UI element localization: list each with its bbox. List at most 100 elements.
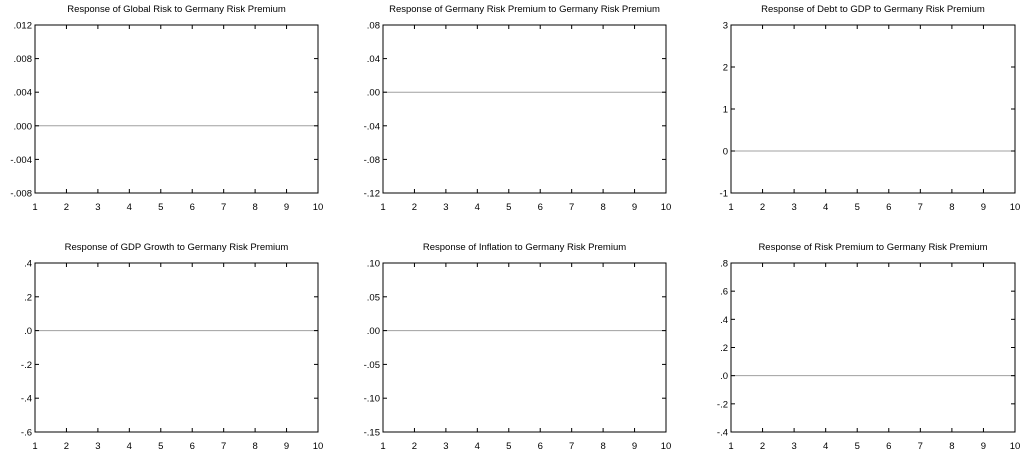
x-tick-label: 9 bbox=[284, 441, 289, 452]
x-tick-label: 9 bbox=[632, 202, 637, 213]
x-tick-label: 2 bbox=[412, 202, 417, 213]
x-tick-label: 4 bbox=[127, 202, 132, 213]
y-tick-label: -.08 bbox=[364, 155, 380, 166]
panel-title: Response of Germany Risk Premium to Germ… bbox=[389, 4, 660, 15]
x-tick-label: 7 bbox=[918, 202, 923, 213]
plot-frame bbox=[382, 262, 667, 433]
y-tick-label: 1 bbox=[723, 105, 728, 116]
panel-title: Response of Risk Premium to Germany Risk… bbox=[758, 242, 987, 253]
x-tick-label: 5 bbox=[506, 441, 511, 452]
x-tick-label: 10 bbox=[313, 441, 324, 452]
x-tick-label: 7 bbox=[569, 441, 574, 452]
x-tick-label: 8 bbox=[949, 441, 954, 452]
y-tick-label: .2 bbox=[24, 292, 32, 303]
y-tick-label: .4 bbox=[720, 315, 728, 326]
x-tick-label: 6 bbox=[886, 441, 891, 452]
y-tick-label: .05 bbox=[367, 292, 380, 303]
x-tick-label: 10 bbox=[1010, 202, 1021, 213]
x-tick-label: 4 bbox=[127, 441, 132, 452]
x-tick-label: 2 bbox=[64, 441, 69, 452]
x-tick-label: 2 bbox=[760, 441, 765, 452]
x-tick-label: 6 bbox=[886, 202, 891, 213]
y-tick-label: -.05 bbox=[364, 360, 380, 371]
x-tick-label: 3 bbox=[95, 441, 100, 452]
x-tick-label: 3 bbox=[443, 202, 448, 213]
panel-4: Response of GDP Growth to Germany Risk P… bbox=[21, 242, 323, 452]
y-tick-label: .2 bbox=[720, 343, 728, 354]
x-tick-label: 2 bbox=[412, 441, 417, 452]
x-tick-label: 8 bbox=[600, 441, 605, 452]
x-tick-label: 5 bbox=[855, 202, 860, 213]
y-tick-label: .0 bbox=[720, 371, 728, 382]
x-tick-label: 10 bbox=[313, 202, 324, 213]
x-tick-label: 4 bbox=[475, 202, 480, 213]
panel-title: Response of Global Risk to Germany Risk … bbox=[67, 4, 286, 15]
y-tick-label: -.004 bbox=[10, 155, 32, 166]
x-tick-label: 10 bbox=[661, 202, 672, 213]
x-tick-label: 9 bbox=[981, 202, 986, 213]
y-tick-label: -.15 bbox=[364, 428, 380, 439]
y-tick-label: .08 bbox=[367, 21, 380, 32]
x-tick-label: 2 bbox=[64, 202, 69, 213]
x-tick-label: 1 bbox=[728, 202, 733, 213]
y-tick-label: .8 bbox=[720, 259, 728, 270]
y-tick-label: .004 bbox=[14, 88, 33, 99]
x-tick-label: 1 bbox=[32, 441, 37, 452]
panel-title: Response of Debt to GDP to Germany Risk … bbox=[761, 4, 985, 15]
panel-1: Response of Global Risk to Germany Risk … bbox=[10, 4, 323, 213]
x-tick-label: 9 bbox=[632, 441, 637, 452]
x-tick-label: 4 bbox=[823, 441, 828, 452]
x-tick-label: 6 bbox=[190, 441, 195, 452]
y-tick-label: 0 bbox=[723, 147, 728, 158]
x-tick-label: 7 bbox=[918, 441, 923, 452]
plot-frame bbox=[730, 262, 1016, 433]
y-tick-label: .000 bbox=[14, 121, 33, 132]
plot-frame bbox=[382, 24, 667, 194]
plot-frame bbox=[730, 24, 1016, 194]
y-tick-label: -.2 bbox=[717, 399, 728, 410]
x-tick-label: 8 bbox=[600, 202, 605, 213]
plot-frame bbox=[34, 24, 319, 194]
panel-6: Response of Risk Premium to Germany Risk… bbox=[717, 242, 1020, 452]
y-tick-label: .012 bbox=[14, 21, 33, 32]
y-tick-label: -.04 bbox=[364, 121, 380, 132]
y-tick-label: 3 bbox=[723, 21, 728, 32]
panel-title: Response of Inflation to Germany Risk Pr… bbox=[423, 242, 626, 253]
x-tick-label: 4 bbox=[475, 441, 480, 452]
x-tick-label: 7 bbox=[221, 202, 226, 213]
x-tick-label: 1 bbox=[32, 202, 37, 213]
x-tick-label: 6 bbox=[538, 202, 543, 213]
y-tick-label: .00 bbox=[367, 326, 380, 337]
x-tick-label: 1 bbox=[728, 441, 733, 452]
x-tick-label: 7 bbox=[569, 202, 574, 213]
x-tick-label: 4 bbox=[823, 202, 828, 213]
x-tick-label: 1 bbox=[380, 441, 385, 452]
x-tick-label: 9 bbox=[981, 441, 986, 452]
x-tick-label: 9 bbox=[284, 202, 289, 213]
x-tick-label: 5 bbox=[855, 441, 860, 452]
x-tick-label: 10 bbox=[661, 441, 672, 452]
panel-2: Response of Germany Risk Premium to Germ… bbox=[364, 4, 672, 213]
x-tick-label: 10 bbox=[1010, 441, 1021, 452]
x-tick-label: 6 bbox=[190, 202, 195, 213]
x-tick-label: 8 bbox=[252, 202, 257, 213]
y-tick-label: .10 bbox=[367, 259, 380, 270]
x-tick-label: 5 bbox=[158, 202, 163, 213]
x-tick-label: 3 bbox=[791, 441, 796, 452]
x-tick-label: 3 bbox=[95, 202, 100, 213]
panel-title: Response of GDP Growth to Germany Risk P… bbox=[65, 242, 289, 253]
y-tick-label: .0 bbox=[24, 326, 32, 337]
y-tick-label: -1 bbox=[720, 189, 728, 200]
y-tick-label: .04 bbox=[367, 54, 380, 65]
y-tick-label: -.4 bbox=[21, 394, 32, 405]
y-tick-label: -.2 bbox=[21, 360, 32, 371]
x-tick-label: 5 bbox=[506, 202, 511, 213]
y-tick-label: -.4 bbox=[717, 428, 728, 439]
x-tick-label: 3 bbox=[443, 441, 448, 452]
y-tick-label: -.10 bbox=[364, 394, 380, 405]
y-tick-label: .6 bbox=[720, 287, 728, 298]
y-tick-label: -.008 bbox=[10, 189, 32, 200]
x-tick-label: 8 bbox=[949, 202, 954, 213]
y-tick-label: -.12 bbox=[364, 189, 380, 200]
